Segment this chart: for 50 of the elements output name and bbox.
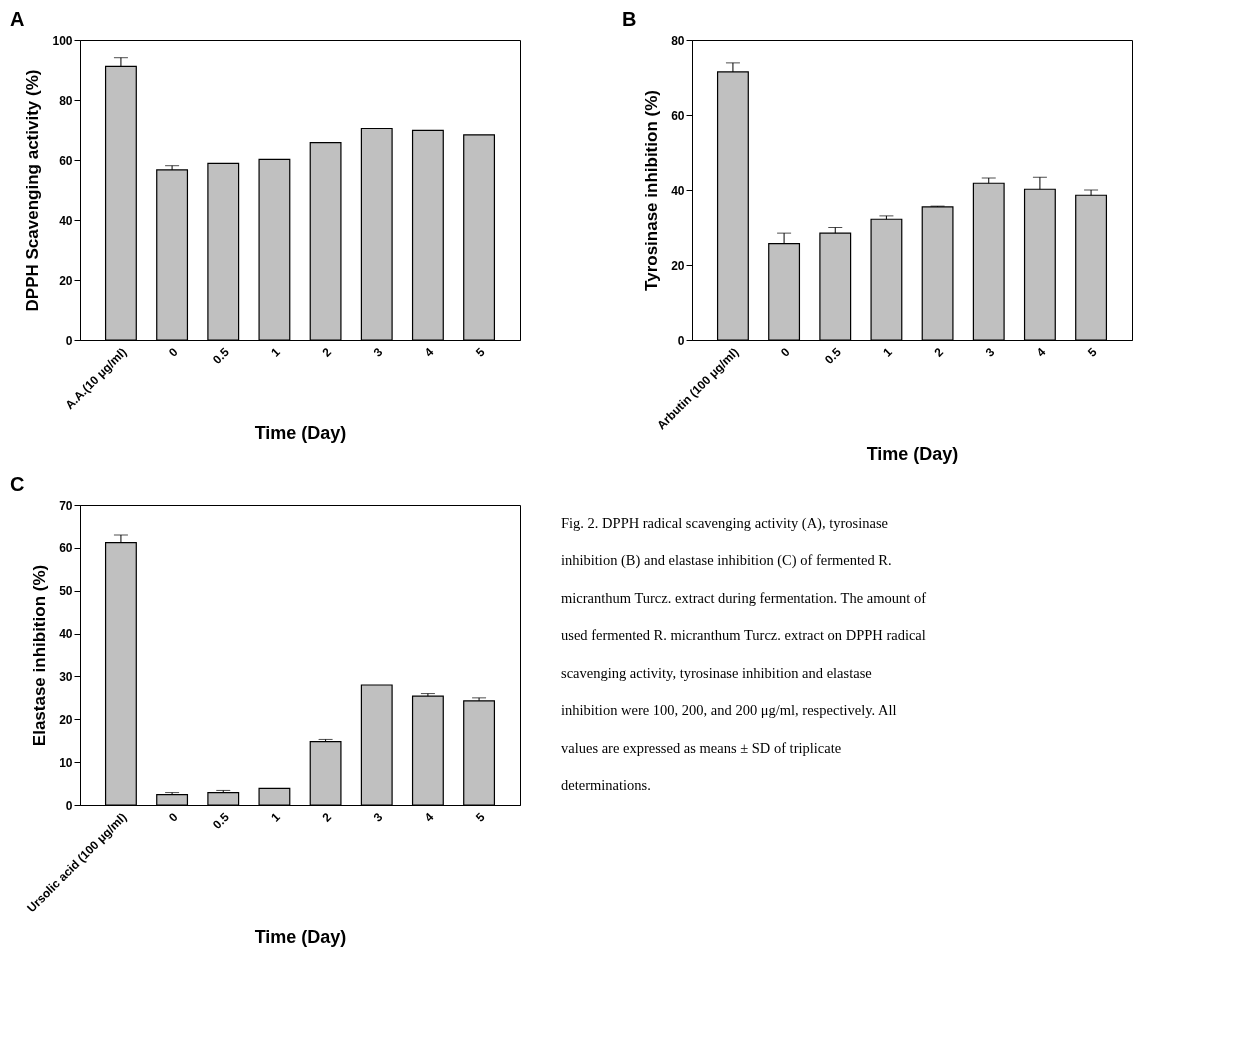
chart-title: B [622, 8, 637, 30]
x-tick-label: 5 [472, 809, 488, 825]
x-tick-label: 0.5 [822, 344, 844, 367]
y-axis-title: Elastase inhibition (%) [30, 564, 50, 747]
x-tick-label: 0 [165, 344, 181, 360]
y-tick-label: 0 [677, 333, 685, 348]
y-tick-label: 20 [59, 712, 73, 727]
chart-title: A [10, 8, 25, 30]
y-tick-label: 80 [59, 93, 73, 108]
x-tick-label: 1 [268, 344, 284, 360]
x-tick-label: 4 [421, 344, 437, 360]
chart-title: C [10, 473, 25, 495]
x-axis-title: Time (Day) [866, 443, 959, 464]
x-tick-label: 1 [268, 809, 284, 825]
y-tick-label: 60 [671, 108, 685, 123]
y-axis-title: DPPH Scavenging activity (%) [23, 69, 43, 312]
y-tick-label: 100 [52, 33, 73, 48]
y-tick-label: 0 [65, 798, 73, 813]
y-tick-label: 20 [671, 258, 685, 273]
y-tick-label: 70 [59, 498, 73, 513]
x-tick-label: 2 [319, 809, 335, 825]
x-tick-label: 2 [319, 344, 335, 360]
y-axis-title: Tyrosinase inhibition (%) [642, 90, 662, 291]
x-tick-label: 0.5 [210, 344, 232, 367]
x-tick-label: 1 [880, 344, 896, 360]
x-axis-title: Time (Day) [254, 423, 347, 444]
y-tick-label: 50 [59, 584, 73, 599]
y-tick-label: 0 [65, 333, 73, 348]
x-tick-label: 0 [165, 809, 181, 825]
y-tick-label: 40 [59, 213, 73, 228]
x-tick-label: 2 [931, 344, 947, 360]
y-tick-label: 80 [671, 33, 685, 48]
x-tick-label: 4 [1033, 344, 1049, 360]
x-tick-label: 5 [1084, 344, 1100, 360]
y-tick-label: 20 [59, 273, 73, 288]
y-tick-label: 10 [59, 755, 73, 770]
x-tick-label: 4 [421, 809, 437, 825]
x-tick-label: 5 [472, 344, 488, 360]
x-tick-label: 0.5 [210, 809, 232, 832]
y-tick-label: 40 [59, 627, 73, 642]
x-tick-label: 3 [370, 344, 386, 360]
x-tick-label: 3 [982, 344, 998, 360]
x-axis-title: Time (Day) [254, 926, 347, 947]
x-tick-label: 0 [777, 344, 793, 360]
y-tick-label: 60 [59, 541, 73, 556]
y-tick-label: 60 [59, 153, 73, 168]
y-tick-label: 30 [59, 669, 73, 684]
x-tick-label: 3 [370, 809, 386, 825]
text: Fig. 2. DPPH radical scavenging activity (A), tyrosinase inhibition (B) and elastase inhibition (C) of fermented R. micranthum Turcz. extract during fermentation. The amount of used fermented R. micranthum Turcz. extract on DPPH radical scavenging activity, tyrosinase inhibition and elastase inhibition were 100, 200, and 200 μg/ml, respectively. All values are expressed as means ± SD of triplicate determinations. [561, 514, 926, 794]
y-tick-label: 40 [671, 183, 685, 198]
